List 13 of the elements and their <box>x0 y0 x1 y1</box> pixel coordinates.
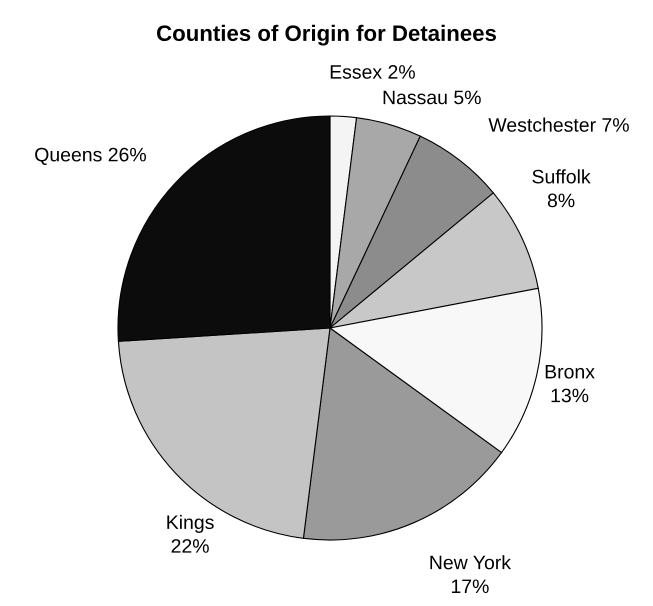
slice-label: Suffolk <box>532 169 591 184</box>
chart-title: Counties of Origin for Detainees <box>157 24 496 46</box>
slice-label: New York <box>430 555 512 570</box>
slice-label: Bronx <box>546 365 595 379</box>
slice-label: Kings <box>167 514 214 533</box>
slice-label: Essex 2% <box>330 65 415 79</box>
data-label: 13% <box>552 388 588 402</box>
data-label: 22% <box>172 539 209 553</box>
slice-label: Westchester 7% <box>488 118 629 132</box>
data-label: 8% <box>548 194 574 208</box>
data-label: 17% <box>452 579 489 594</box>
slice-label: Nassau 5% <box>384 90 481 104</box>
slice-label: Queens 26% <box>35 148 146 165</box>
